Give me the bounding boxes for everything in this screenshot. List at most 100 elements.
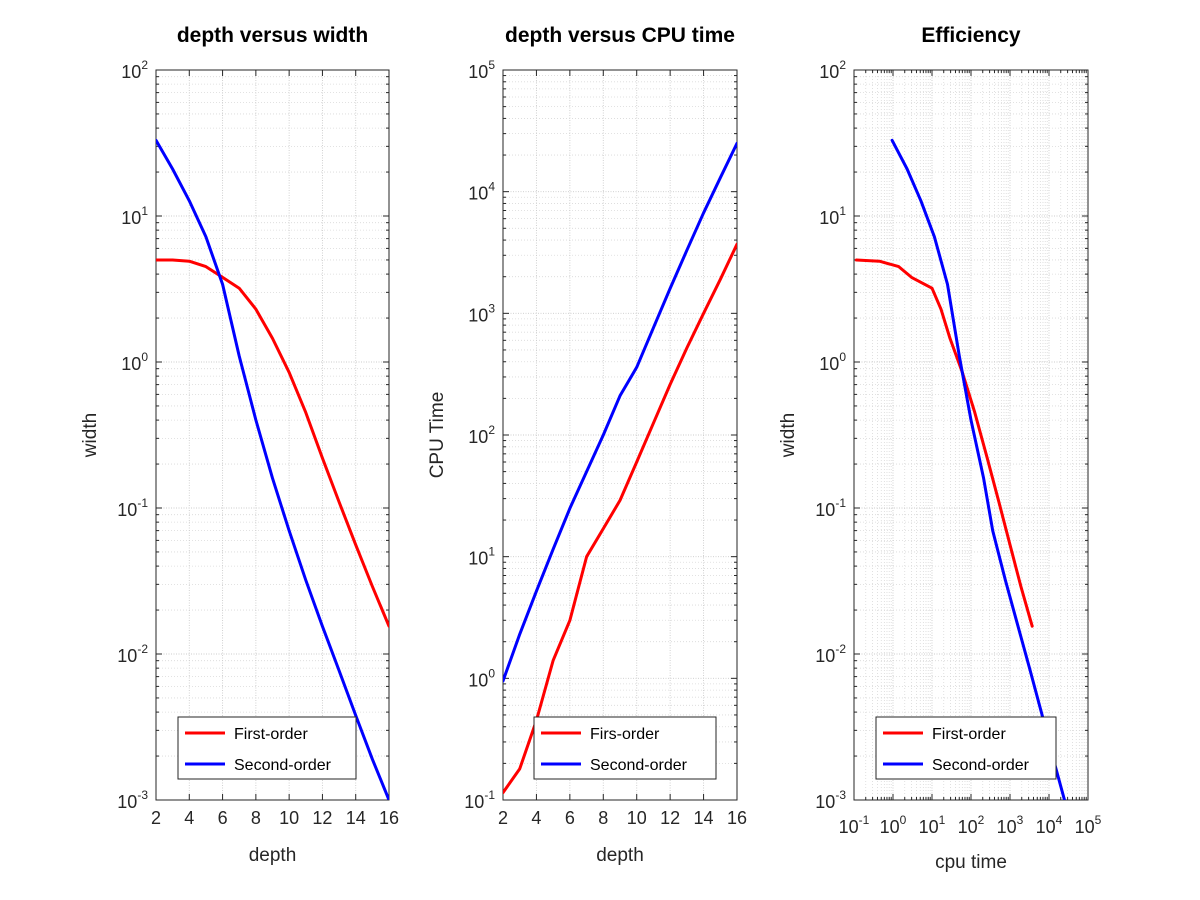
tick-base: 10: [819, 208, 839, 228]
series-line-second-order: [890, 138, 1066, 800]
tick-exponent: 2: [141, 58, 148, 72]
chart-title: depth versus width: [177, 24, 368, 47]
chart-panel-3: 10-1 100 101 102 103 104 10510-310-210-1100101…: [778, 24, 1102, 873]
tick-exponent: -1: [859, 813, 870, 827]
tick-exponent: 5: [1095, 813, 1102, 827]
tick-exponent: 0: [839, 350, 846, 364]
series-group: [854, 138, 1066, 800]
tick-labels: 10-1 100 101 102 103 104 10510-310-210-1100101…: [815, 58, 1101, 837]
legend-box: [533, 716, 717, 780]
tick-marks: [502, 69, 738, 801]
y-axis-label: width: [80, 413, 101, 458]
tick-base: 10: [815, 500, 835, 520]
tick-exponent: 0: [900, 813, 907, 827]
series-line-second-order: [156, 138, 389, 800]
x-tick-label: 10-1: [839, 813, 870, 837]
chart-panel-2: 2 4 6 8 10 12 14 1610-1100101102103104105depth …: [427, 24, 747, 866]
tick-base: 10: [468, 62, 488, 82]
series-line-second-order: [503, 141, 737, 683]
x-tick-label: 8: [598, 808, 608, 828]
y-tick-label: 101: [468, 545, 495, 569]
tick-exponent: 0: [141, 350, 148, 364]
tick-exponent: 3: [1017, 813, 1024, 827]
tick-exponent: -1: [835, 496, 846, 510]
y-tick-label: 100: [121, 350, 148, 374]
tick-base: 10: [121, 208, 141, 228]
tick-base: 10: [815, 792, 835, 812]
x-tick-label: 14: [694, 808, 714, 828]
x-axis-label: cpu time: [935, 852, 1007, 873]
x-tick-label: 8: [251, 808, 261, 828]
tick-base: 10: [468, 305, 488, 325]
chart-title: depth versus CPU time: [505, 24, 735, 47]
tick-exponent: 2: [488, 423, 495, 437]
x-tick-label: 104: [1036, 813, 1063, 837]
axes-box: [155, 69, 390, 801]
legend-entry-label: First-order: [932, 726, 1006, 743]
y-tick-label: 101: [121, 204, 148, 228]
tick-base: 10: [839, 817, 859, 837]
tick-exponent: 2: [978, 813, 985, 827]
tick-base: 10: [819, 62, 839, 82]
tick-exponent: 1: [141, 204, 148, 218]
tick-exponent: -3: [835, 788, 846, 802]
tick-exponent: -3: [137, 788, 148, 802]
tick-base: 10: [464, 792, 484, 812]
y-tick-label: 105: [468, 58, 495, 82]
x-tick-label: 100: [880, 813, 907, 837]
tick-base: 10: [1036, 817, 1056, 837]
tick-exponent: 0: [488, 666, 495, 680]
y-tick-label: 10-2: [815, 642, 846, 666]
series-line-first-order: [854, 258, 1034, 628]
tick-base: 10: [117, 500, 137, 520]
tick-base: 10: [815, 646, 835, 666]
tick-base: 10: [121, 62, 141, 82]
y-tick-label: 102: [468, 423, 495, 447]
legend-entry-label: Second-order: [932, 757, 1030, 774]
x-axis-label: depth: [596, 845, 644, 866]
x-tick-label: 6: [218, 808, 228, 828]
series-line-first-order: [156, 258, 389, 628]
y-tick-label: 10-3: [815, 788, 846, 812]
x-tick-label: 6: [565, 808, 575, 828]
x-tick-label: 16: [379, 808, 399, 828]
tick-base: 10: [1075, 817, 1095, 837]
tick-exponent: 3: [488, 301, 495, 315]
legend-entry-label: Second-order: [590, 757, 688, 774]
x-tick-label: 10: [627, 808, 647, 828]
legend-entry-label: First-order: [234, 726, 308, 743]
tick-exponent: 1: [939, 813, 946, 827]
legend: Firs-order Second-order: [533, 716, 717, 780]
legend-entry-label: Second-order: [234, 757, 332, 774]
y-tick-label: 10-2: [117, 642, 148, 666]
tick-base: 10: [919, 817, 939, 837]
x-tick-label: 102: [958, 813, 985, 837]
x-tick-label: 105: [1075, 813, 1102, 837]
tick-base: 10: [117, 792, 137, 812]
tick-base: 10: [997, 817, 1017, 837]
legend: First-order Second-order: [177, 716, 357, 780]
tick-exponent: -2: [137, 642, 148, 656]
x-tick-label: 103: [997, 813, 1024, 837]
x-tick-label: 2: [498, 808, 508, 828]
y-tick-label: 10-1: [815, 496, 846, 520]
y-tick-label: 102: [121, 58, 148, 82]
legend-box: [875, 716, 1057, 780]
x-tick-label: 14: [346, 808, 366, 828]
y-tick-label: 10-1: [117, 496, 148, 520]
series-group: [503, 141, 737, 795]
x-axis-label: depth: [249, 845, 297, 866]
tick-exponent: -1: [484, 788, 495, 802]
x-tick-label: 16: [727, 808, 747, 828]
x-tick-label: 4: [184, 808, 194, 828]
tick-base: 10: [468, 670, 488, 690]
tick-exponent: 5: [488, 58, 495, 72]
series-line-first-order: [503, 242, 737, 795]
tick-marks: [155, 69, 390, 801]
y-tick-label: 10-1: [464, 788, 495, 812]
x-tick-label: 4: [531, 808, 541, 828]
y-tick-label: 10-3: [117, 788, 148, 812]
